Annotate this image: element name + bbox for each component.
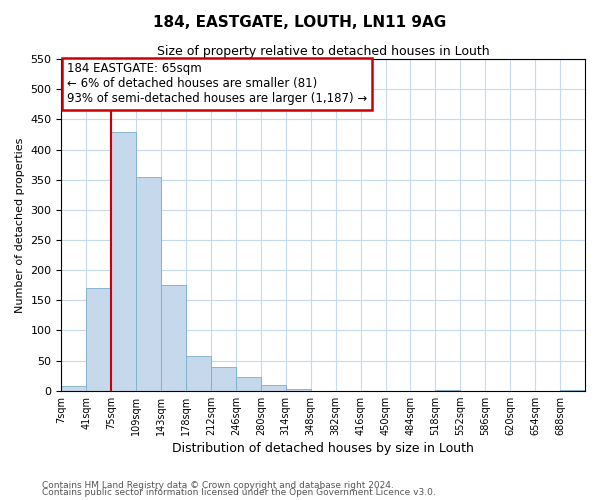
Text: 184 EASTGATE: 65sqm
← 6% of detached houses are smaller (81)
93% of semi-detache: 184 EASTGATE: 65sqm ← 6% of detached hou…: [67, 62, 367, 106]
Title: Size of property relative to detached houses in Louth: Size of property relative to detached ho…: [157, 45, 490, 58]
Bar: [86, 288, 111, 390]
Text: Contains HM Land Registry data © Crown copyright and database right 2024.: Contains HM Land Registry data © Crown c…: [42, 480, 394, 490]
Bar: [186, 356, 211, 390]
Bar: [161, 285, 186, 391]
X-axis label: Distribution of detached houses by size in Louth: Distribution of detached houses by size …: [172, 442, 474, 455]
Text: 184, EASTGATE, LOUTH, LN11 9AG: 184, EASTGATE, LOUTH, LN11 9AG: [154, 15, 446, 30]
Bar: [261, 384, 286, 390]
Bar: [236, 378, 261, 390]
Bar: [211, 366, 236, 390]
Bar: [61, 386, 86, 390]
Y-axis label: Number of detached properties: Number of detached properties: [15, 137, 25, 312]
Bar: [136, 176, 161, 390]
Bar: [111, 132, 136, 390]
Text: Contains public sector information licensed under the Open Government Licence v3: Contains public sector information licen…: [42, 488, 436, 497]
